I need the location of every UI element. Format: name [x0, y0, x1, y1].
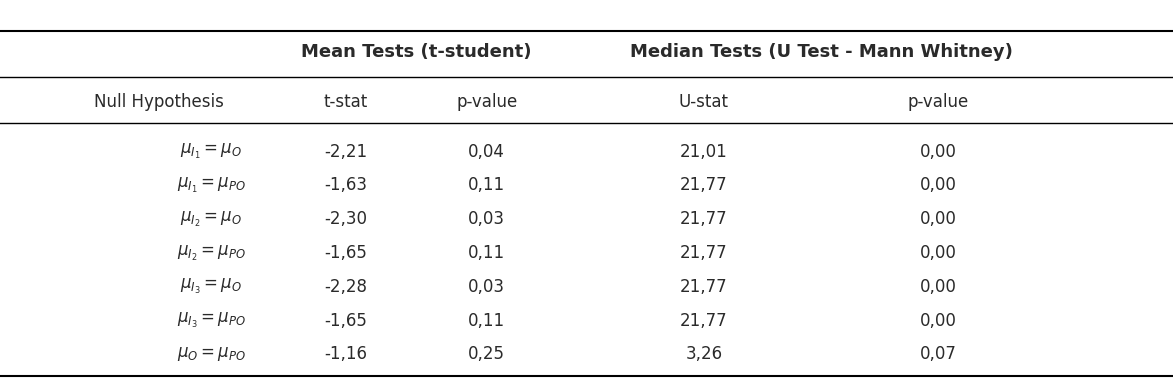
Text: -1,16: -1,16 [325, 346, 367, 363]
Text: -2,21: -2,21 [325, 143, 367, 161]
Text: 21,77: 21,77 [680, 210, 727, 228]
Text: Null Hypothesis: Null Hypothesis [94, 93, 224, 111]
Text: -2,30: -2,30 [325, 210, 367, 228]
Text: Mean Tests (t-student): Mean Tests (t-student) [301, 43, 531, 61]
Text: 0,00: 0,00 [920, 278, 957, 296]
Text: 0,00: 0,00 [920, 177, 957, 194]
Text: 3,26: 3,26 [685, 346, 723, 363]
Text: $\mu_{I_1} = \mu_O$: $\mu_{I_1} = \mu_O$ [181, 142, 242, 161]
Text: 21,77: 21,77 [680, 278, 727, 296]
Text: $\mu_{I_3} = \mu_O$: $\mu_{I_3} = \mu_O$ [181, 277, 242, 296]
Text: 0,11: 0,11 [468, 312, 506, 329]
Text: $\mu_O = \mu_{PO}$: $\mu_O = \mu_{PO}$ [177, 346, 245, 363]
Text: $\mu_{I_2} = \mu_{PO}$: $\mu_{I_2} = \mu_{PO}$ [177, 243, 245, 263]
Text: 21,01: 21,01 [680, 143, 727, 161]
Text: 0,03: 0,03 [468, 278, 506, 296]
Text: U-stat: U-stat [679, 93, 728, 111]
Text: $\mu_{I_3} = \mu_{PO}$: $\mu_{I_3} = \mu_{PO}$ [177, 311, 245, 330]
Text: -2,28: -2,28 [325, 278, 367, 296]
Text: 0,25: 0,25 [468, 346, 506, 363]
Text: 0,00: 0,00 [920, 210, 957, 228]
Text: 21,77: 21,77 [680, 244, 727, 262]
Text: 0,11: 0,11 [468, 244, 506, 262]
Text: t-stat: t-stat [324, 93, 368, 111]
Text: 0,00: 0,00 [920, 312, 957, 329]
Text: -1,65: -1,65 [325, 312, 367, 329]
Text: 0,07: 0,07 [920, 346, 957, 363]
Text: -1,63: -1,63 [325, 177, 367, 194]
Text: 21,77: 21,77 [680, 312, 727, 329]
Text: $\mu_{I_1} = \mu_{PO}$: $\mu_{I_1} = \mu_{PO}$ [177, 176, 245, 195]
Text: 0,00: 0,00 [920, 244, 957, 262]
Text: 0,04: 0,04 [468, 143, 506, 161]
Text: -1,65: -1,65 [325, 244, 367, 262]
Text: Median Tests (U Test - Mann Whitney): Median Tests (U Test - Mann Whitney) [630, 43, 1012, 61]
Text: 0,03: 0,03 [468, 210, 506, 228]
Text: p-value: p-value [456, 93, 517, 111]
Text: $\mu_{I_2} = \mu_O$: $\mu_{I_2} = \mu_O$ [181, 210, 242, 229]
Text: p-value: p-value [908, 93, 969, 111]
Text: 0,11: 0,11 [468, 177, 506, 194]
Text: 21,77: 21,77 [680, 177, 727, 194]
Text: 0,00: 0,00 [920, 143, 957, 161]
